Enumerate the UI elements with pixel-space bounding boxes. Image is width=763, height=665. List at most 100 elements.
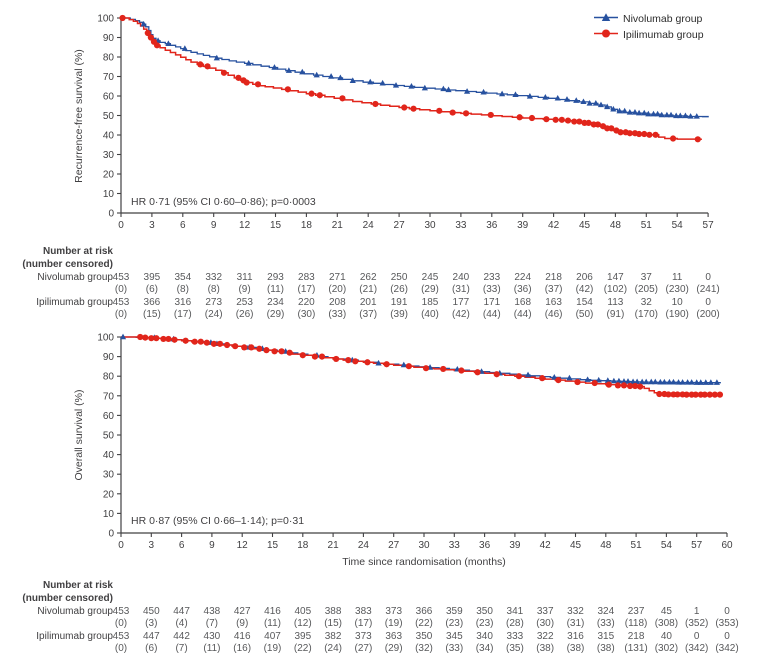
x-tick-label: 51 [631,540,643,551]
at-risk-count: 366 [143,297,161,308]
censored-count: (42) [451,309,470,320]
x-axis-label: Time since randomisation (months) [342,556,506,568]
at-risk-count: 388 [324,606,342,617]
legend-item-ipilimumab: Ipilimumab group [594,28,704,42]
at-risk-count: 340 [476,631,493,642]
censored-count: (0) [114,284,128,295]
y-tick-label: 60 [103,411,115,422]
rfs-y-axis-label: Recurrence-free survival (%) [73,49,85,183]
x-tick-label: 48 [600,540,612,551]
at-risk-count: 0 [705,297,711,308]
x-tick-label: 42 [548,220,560,231]
censored-count: (102) [603,284,628,295]
at-risk-count: 350 [415,631,433,642]
censored-count: (29) [384,643,403,654]
legend-item-nivolumab: Nivolumab group [594,12,704,26]
at-risk-count: 191 [390,297,408,308]
censored-count: (35) [505,643,524,654]
censored-count: (38) [536,643,555,654]
censored-count: (0) [114,618,128,629]
censored-count: (205) [634,284,658,295]
censored-count: (24) [204,309,223,320]
y-tick-label: 20 [103,170,115,181]
y-tick-label: 80 [103,53,115,64]
at-risk-count: 40 [660,631,672,642]
risk-table-header: Number at risk [42,246,113,257]
at-risk-count: 10 [671,297,683,308]
censored-count: (38) [596,643,615,654]
at-risk-count: 271 [328,272,346,283]
x-tick-label: 30 [424,220,436,231]
risk-table-row-label: Ipilimumab group [36,297,113,308]
y-tick-label: 100 [97,14,114,25]
at-risk-count: 407 [264,631,281,642]
at-risk-count: 177 [452,297,470,308]
at-risk-count: 345 [445,631,463,642]
censored-count: (91) [606,309,625,320]
x-tick-label: 36 [486,220,498,231]
x-tick-label: 21 [328,540,340,551]
censored-count: (19) [384,618,403,629]
at-risk-count: 218 [545,272,562,283]
at-risk-count: 324 [597,606,615,617]
x-tick-label: 12 [239,220,251,231]
at-risk-count: 430 [203,631,221,642]
censored-count: (33) [445,643,464,654]
censored-count: (36) [513,284,532,295]
censored-count: (7) [205,618,218,629]
y-tick-label: 90 [103,352,115,363]
at-risk-count: 37 [640,272,652,283]
censored-count: (0) [114,643,128,654]
y-tick-label: 70 [103,72,115,83]
ipilimumab-censor-marks [119,14,701,143]
at-risk-count: 233 [483,272,501,283]
censored-count: (308) [654,618,679,629]
at-risk-count: 208 [328,297,346,308]
censored-count: (44) [513,309,532,320]
censored-count: (23) [445,618,464,629]
x-tick-label: 6 [179,540,185,551]
at-risk-count: 363 [385,631,403,642]
censored-count: (29) [421,284,439,295]
ipilimumab-censor-marks [137,333,724,398]
at-risk-count: 416 [233,631,251,642]
x-tick-label: 21 [332,220,344,231]
at-risk-count: 0 [724,631,730,642]
at-risk-count: 453 [112,606,130,617]
y-tick-label: 50 [103,111,115,122]
censored-count: (38) [566,643,585,654]
y-tick-label: 10 [103,509,115,520]
rfs-number-at-risk-table: Number at risk (number censored) Nivolum… [0,243,763,325]
at-risk-count: 273 [205,297,223,308]
censored-count: (302) [654,643,679,654]
censored-count: (33) [482,284,501,295]
at-risk-count: 332 [205,272,223,283]
y-tick-label: 40 [103,450,115,461]
y-tick-label: 90 [103,33,115,44]
y-tick-label: 60 [103,92,115,103]
x-tick-label: 45 [570,540,582,551]
at-risk-count: 237 [627,606,645,617]
x-tick-label: 42 [540,540,552,551]
risk-table-subheader: (number censored) [22,259,113,270]
at-risk-count: 224 [514,272,532,283]
at-risk-count: 245 [421,272,439,283]
risk-table-row-label: Nivolumab group [37,606,113,617]
x-tick-label: 57 [703,220,715,231]
censored-count: (37) [544,284,563,295]
x-tick-label: 39 [517,220,529,231]
censored-count: (353) [715,618,739,629]
at-risk-count: 32 [640,297,652,308]
censored-count: (22) [293,643,312,654]
x-tick-label: 33 [449,540,461,551]
at-risk-count: 332 [567,606,584,617]
censored-count: (352) [685,618,709,629]
at-risk-count: 206 [576,272,593,283]
censored-count: (37) [359,309,378,320]
censored-count: (11) [203,643,221,654]
censored-count: (342) [715,643,739,654]
at-risk-count: 168 [514,297,532,308]
censored-count: (24) [324,643,342,654]
censored-count: (22) [415,618,433,629]
